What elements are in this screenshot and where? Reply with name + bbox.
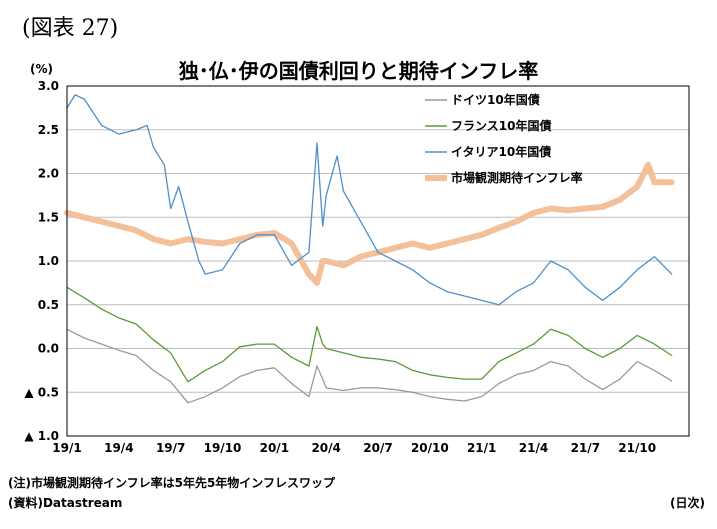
series-line-4 (64, 161, 675, 286)
series-line-2 (66, 286, 673, 383)
chart-title: 独･仏･伊の国債利回りと期待インフレ率 (178, 59, 539, 83)
figure-label: (図表 27) (22, 16, 119, 41)
x-tick-label: 20/7 (363, 441, 392, 455)
grid-lines (67, 85, 689, 437)
legend-label: フランス10年国債 (451, 118, 551, 133)
legend-label: ドイツ10年国債 (451, 92, 540, 107)
y-tick-labels: 3.0 2.5 2.0 1.5 1.0 0.5 0.0 ▲ 0.5 ▲ 1.0 (24, 79, 59, 443)
series-line-1 (66, 328, 673, 404)
footnote: (注)市場観測期待インフレ率は5年先5年物インフレスワップ (8, 476, 335, 490)
legend-label: 市場観測期待インフレ率 (451, 170, 583, 185)
y-tick-label: ▲ 0.5 (24, 385, 59, 399)
plot-frame (66, 85, 690, 437)
x-tick-label: 19/7 (156, 441, 185, 455)
y-tick-label: 1.0 (38, 254, 59, 268)
x-tick-label: 19/1 (52, 441, 81, 455)
x-tick-label: 21/1 (467, 441, 496, 455)
x-tick-labels: 19/1 19/4 19/7 19/10 20/1 20/4 20/7 20/10 21/1 21… (52, 441, 656, 455)
y-axis-unit: (%) (30, 62, 53, 76)
x-tick-label: 20/4 (311, 441, 340, 455)
series-line-3 (66, 94, 673, 306)
y-tick-label: ▲ 1.0 (24, 429, 59, 443)
series-lines (64, 94, 675, 404)
x-tick-label: 21/7 (571, 441, 600, 455)
x-tick-label: 21/10 (618, 441, 656, 455)
x-tick-label: 20/10 (411, 441, 449, 455)
y-tick-label: 1.5 (38, 210, 59, 224)
y-tick-label: 3.0 (38, 79, 59, 93)
y-tick-label: 2.0 (38, 167, 59, 181)
legend-label: イタリア10年国債 (451, 144, 551, 159)
y-tick-label: 0.0 (38, 342, 59, 356)
x-tick-label: 19/10 (204, 441, 242, 455)
x-tick-label: 20/1 (260, 441, 289, 455)
x-tick-label: 19/4 (104, 441, 133, 455)
source-note: (資料)Datastream (8, 496, 123, 510)
y-tick-label: 0.5 (38, 298, 59, 312)
x-axis-unit: (日次) (670, 496, 705, 510)
x-tick-label: 21/4 (519, 441, 548, 455)
y-tick-label: 2.5 (38, 123, 59, 137)
